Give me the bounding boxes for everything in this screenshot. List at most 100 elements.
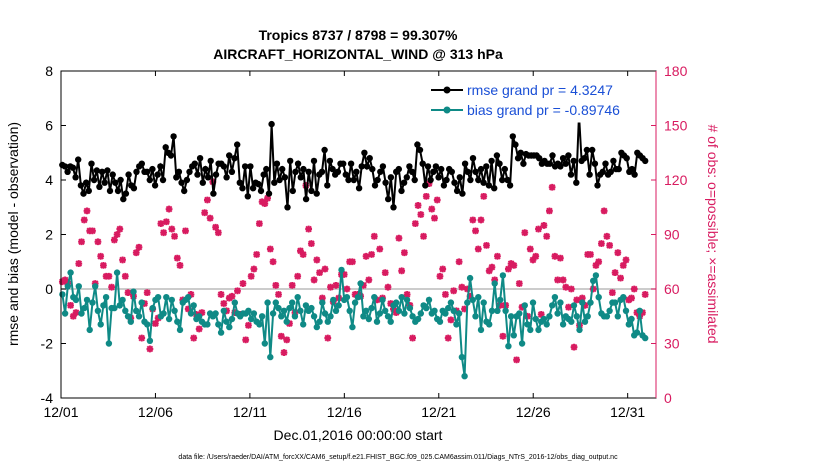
obs-marker (327, 283, 334, 291)
bias-point (174, 318, 181, 325)
bias-point (286, 304, 293, 312)
rmse-point (228, 168, 236, 175)
obs-marker (124, 289, 132, 297)
chart-subtitle: AIRCRAFT_HORIZONTAL_WIND @ 313 hPa (213, 46, 503, 62)
bias-point (61, 310, 69, 317)
bias-point (425, 296, 433, 304)
bias-point (365, 315, 372, 323)
rmse-point (204, 174, 212, 181)
bias-point (546, 313, 553, 320)
bias-point (291, 313, 299, 320)
obs-marker (89, 227, 96, 235)
bias-point (486, 321, 493, 328)
y-right-tick-label: 150 (664, 118, 688, 134)
y-left-tick-label: 6 (45, 118, 53, 134)
obs-marker (138, 334, 146, 342)
rmse-point (353, 168, 360, 175)
obs-marker (414, 202, 422, 209)
rmse-point (477, 165, 485, 173)
bias-point (212, 310, 219, 317)
rmse-point (347, 160, 355, 167)
obs-marker (617, 274, 624, 282)
rmse-point (615, 165, 622, 173)
obs-marker (286, 320, 293, 327)
rmse-point (162, 144, 169, 151)
bias-point (409, 313, 416, 320)
bias-point (217, 329, 225, 336)
rmse-point (106, 187, 114, 195)
bias-point (86, 326, 93, 334)
rmse-point (231, 155, 238, 162)
obs-marker (214, 229, 222, 237)
bias-point (124, 313, 132, 320)
obs-marker (69, 312, 77, 320)
obs-marker (614, 249, 622, 257)
bias-point (611, 299, 619, 306)
obs-marker (206, 214, 214, 222)
rmse-point (567, 171, 575, 178)
bias-point (414, 315, 422, 323)
rmse-point (549, 152, 556, 159)
bias-point (335, 302, 342, 309)
rmse-point (88, 160, 95, 167)
rmse-point (493, 152, 501, 159)
rmse-point (382, 179, 389, 186)
obs-marker (78, 238, 85, 246)
rmse-point (117, 176, 124, 184)
obs-marker (518, 303, 526, 311)
rmse-point (451, 179, 458, 186)
rmse-point (85, 187, 93, 195)
rmse-point (279, 165, 286, 173)
obs-marker (633, 309, 641, 317)
bias-point (111, 304, 118, 312)
obs-marker (116, 225, 124, 233)
obs-marker (436, 272, 444, 280)
obs-marker (255, 220, 263, 227)
obs-marker (548, 183, 556, 191)
legend-rmse-label: rmse grand pr = 4.3247 (467, 82, 613, 98)
rmse-point (358, 163, 365, 170)
bias-point (568, 318, 575, 325)
rmse-point (61, 163, 69, 170)
rmse-point (114, 187, 122, 195)
bias-point (362, 307, 370, 314)
obs-marker (529, 256, 537, 264)
bias-point (540, 315, 548, 323)
rmse-point (464, 168, 471, 175)
obs-marker (521, 229, 529, 237)
rmse-point (583, 146, 591, 154)
obs-marker (387, 300, 395, 307)
rmse-point (628, 165, 636, 173)
bias-point (81, 304, 88, 312)
obs-marker (277, 332, 285, 340)
rmse-point (361, 149, 368, 156)
rmse-point (414, 141, 421, 148)
obs-marker (420, 232, 427, 240)
obs-marker (409, 334, 417, 342)
rmse-point (443, 176, 450, 184)
rmse-point (329, 165, 336, 173)
obs-marker (513, 356, 520, 364)
rmse-point (255, 180, 262, 188)
bias-point (373, 318, 381, 325)
bias-point (636, 307, 643, 314)
rmse-point (573, 179, 580, 186)
legend-bias-marker (443, 106, 451, 114)
rmse-point (559, 155, 567, 162)
rmse-point (406, 163, 413, 170)
rmse-point (226, 152, 233, 159)
rmse-point (589, 146, 596, 154)
obs-marker (543, 232, 551, 240)
bias-point (584, 313, 591, 320)
rmse-point (93, 167, 101, 174)
rmse-point (271, 179, 278, 186)
bias-point (579, 299, 586, 306)
obs-marker (611, 269, 619, 277)
obs-marker (272, 281, 280, 289)
rmse-point (512, 141, 519, 148)
obs-marker (540, 222, 548, 229)
rmse-point (340, 160, 347, 167)
obs-marker (619, 261, 627, 269)
bias-point (606, 307, 613, 314)
bias-point (223, 318, 230, 325)
